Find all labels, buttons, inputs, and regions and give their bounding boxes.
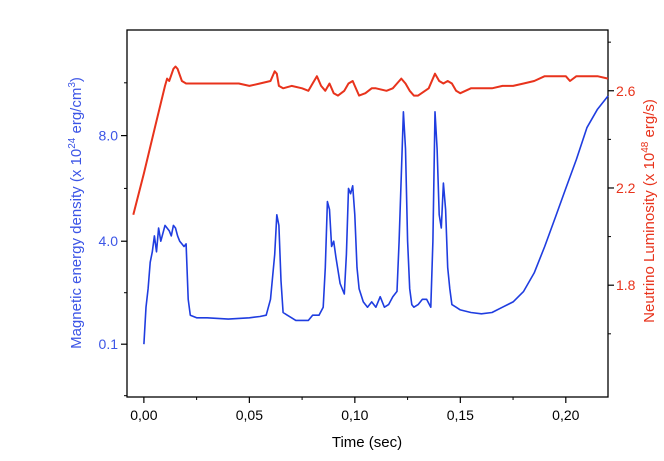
series-layer: [132, 65, 609, 345]
right-tick-label: 1.8: [616, 277, 636, 293]
x-tick-label: 0,20: [552, 407, 579, 423]
left-tick-label: 0.1: [99, 336, 119, 352]
right-axis-title: Neutrino Luminosity (x 1048 erg/s): [640, 99, 658, 323]
x-tick-label: 0,00: [130, 407, 157, 423]
x-tick-label: 0,15: [447, 407, 474, 423]
x-axis-title: Time (sec): [332, 434, 402, 451]
right-tick-label: 2.2: [616, 180, 636, 196]
x-axis-ticks: 0,00 0,05 0,10 0,15 0,20: [130, 397, 580, 423]
left-axis-title: Magnetic energy density (x 1024 erg/cm3): [67, 77, 85, 349]
magnetic-energy-line: [143, 95, 609, 345]
left-tick-label: 8.0: [99, 128, 119, 144]
x-tick-label: 0,10: [341, 407, 368, 423]
neutrino-luminosity-line: [132, 65, 609, 215]
right-tick-label: 2.6: [616, 83, 636, 99]
plot-frame: [126, 29, 609, 398]
right-axis-ticks: 1.8 2.2 2.6: [608, 41, 636, 335]
left-tick-label: 4.0: [99, 233, 119, 249]
left-axis-ticks: 0.1 4.0 8.0: [99, 82, 127, 397]
x-tick-label: 0,05: [236, 407, 263, 423]
